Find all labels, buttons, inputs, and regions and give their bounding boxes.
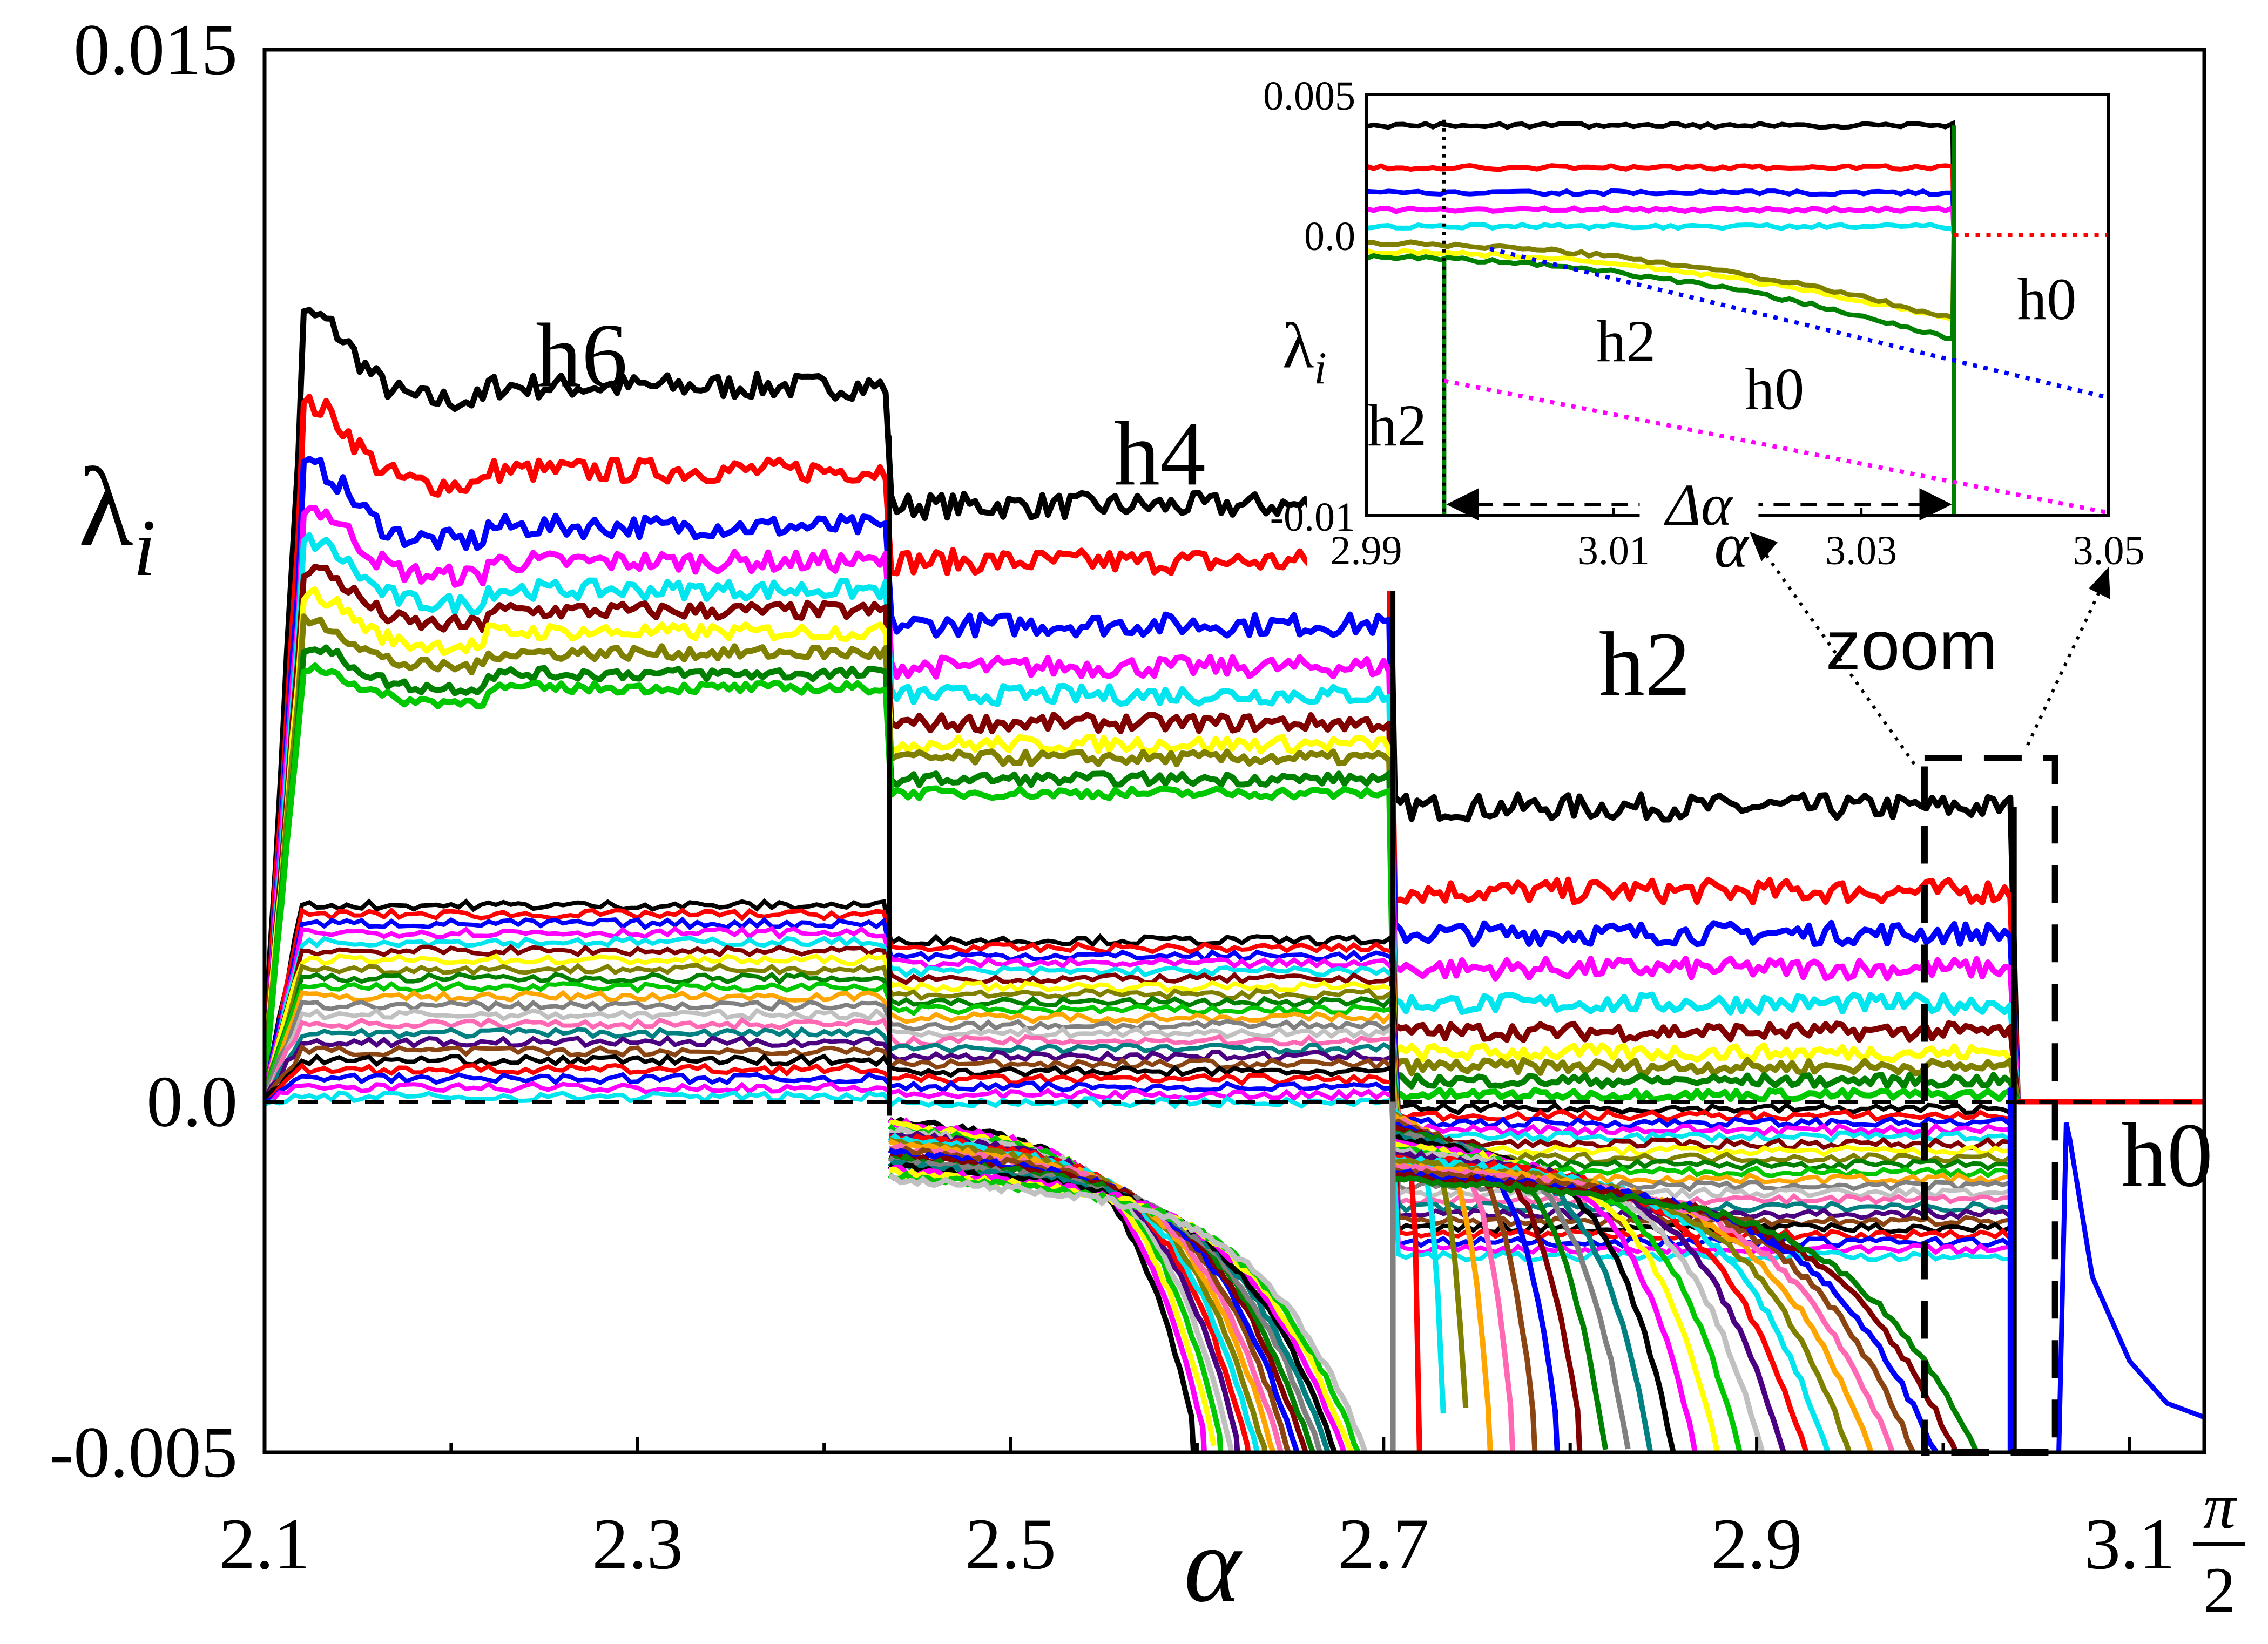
negative-line-h2-25 [1392, 1175, 1980, 1452]
y-axis-label-subscript: i [133, 503, 156, 593]
zoom-label: zoom [1826, 606, 1997, 685]
inset-series-λ7 [1366, 234, 1956, 320]
negative-line-h4-12 [888, 1147, 1300, 1452]
band-line-3 [265, 926, 2011, 1137]
x-tick-label: 3.1 [2084, 1504, 2175, 1585]
series-line-λ8 [265, 613, 2021, 1102]
x-tick-label: 2.3 [592, 1504, 683, 1585]
series-line-λ10 [265, 662, 2021, 1104]
x-extra-denominator: 2 [2203, 1554, 2236, 1626]
band-line-9 [265, 980, 2012, 1179]
band-line-5 [265, 944, 2011, 1151]
band-line-4 [265, 935, 2012, 1144]
y-tick-label: -0.005 [49, 1412, 238, 1493]
inset-series-λ8 [1366, 234, 1956, 341]
region-label-h4: h4 [1114, 403, 1206, 504]
band-line-18 [265, 1062, 2012, 1242]
band-line-2 [265, 916, 2012, 1130]
series-line-λ9 [265, 644, 2021, 1103]
inset-series-λ4 [1366, 204, 1956, 235]
y-axis-label-symbol: λ [78, 445, 133, 570]
series-line-λ7 [265, 586, 2021, 1102]
inset-y-axis-label-symbol: λ [1282, 309, 1314, 381]
inset-plot-area [1366, 119, 2109, 516]
inset-x-tick-label: 3.03 [1825, 528, 1897, 573]
inset-series-λ1 [1366, 120, 1956, 235]
x-extra-numerator: π [2203, 1470, 2237, 1542]
inset-dotted-line-0 [1489, 247, 2109, 400]
band-line-12 [265, 1007, 2012, 1200]
zoom-pointer-right-head [2089, 567, 2110, 599]
y-tick-label: 0.0 [146, 1062, 238, 1142]
inset-x-tick-label: 2.99 [1331, 528, 1402, 573]
inset-y-axis-label-subscript: i [1314, 343, 1327, 394]
series-line-λ6 [265, 564, 2021, 1102]
band-line-6 [265, 953, 2011, 1158]
zoom-box [1921, 754, 2058, 1456]
inset-x-tick-label: 3.01 [1578, 528, 1650, 573]
region-label-h6: h6 [536, 305, 627, 407]
x-tick-label: 2.7 [1338, 1504, 1429, 1585]
band-line-7 [265, 962, 2012, 1165]
region-label-h0: h0 [2121, 1104, 2213, 1206]
x-tick-label: 2.9 [1711, 1504, 1803, 1585]
negative-line-h4-19 [889, 1167, 1354, 1452]
main-plot-frame [262, 48, 2206, 1454]
x-tick-label: 2.5 [965, 1504, 1056, 1585]
y-axis-label: λi [78, 445, 156, 593]
series-line-λ5 [265, 532, 2021, 1102]
negative-line-h4-21 [888, 1173, 1368, 1452]
inset-region-label-2: h0 [1745, 356, 1804, 422]
series-line-λ1 [265, 307, 2021, 1102]
series-line-λ3 [265, 456, 2021, 1102]
band-line-0 [265, 898, 2012, 1116]
delta-alpha-label: Δα [1664, 472, 1733, 538]
negative-line-h2-23 [1393, 1168, 1939, 1452]
band-line-14 [265, 1026, 2010, 1214]
inset-x-tick-label: 3.05 [2073, 528, 2145, 573]
inset-series-λ5 [1366, 222, 1956, 235]
series-line-λ2 [265, 394, 2021, 1102]
zoom-pointer-right [2026, 582, 2105, 746]
inset-y-axis-label: λi [1282, 309, 1327, 394]
inset-region-label-1: h2 [1596, 308, 1656, 374]
inset-y-tick-label: 0.005 [1263, 73, 1355, 119]
zoom-pointer-left-head [1750, 532, 1778, 561]
inset-region-label-0: h2 [1367, 393, 1427, 458]
h0-decay-line [2056, 1122, 2204, 1452]
inset-dotted-line-1 [1443, 378, 2109, 515]
inset-series-λ6 [1366, 234, 1956, 324]
delta-alpha-label-bg [1639, 472, 1759, 532]
inset-y-tick-label: 0.0 [1304, 214, 1355, 259]
y-tick-label: 0.015 [73, 10, 238, 90]
inset-series-λ3 [1366, 188, 1956, 235]
band-line-13 [265, 1017, 2011, 1207]
inset-region-label-3: h0 [2017, 266, 2076, 332]
inset-series-λ2 [1366, 163, 1956, 235]
series-line-λ4 [265, 505, 2021, 1102]
band-line-10 [265, 990, 2011, 1186]
negative-line-h4-11 [888, 1145, 1292, 1452]
inset-y-tick-label: -0.01 [1270, 495, 1355, 540]
x-tick-label: 2.1 [219, 1504, 310, 1585]
x-axis-label: α [1184, 1505, 1243, 1625]
region-label-h2: h2 [1599, 613, 1691, 715]
main-plot-area [265, 307, 2204, 1452]
